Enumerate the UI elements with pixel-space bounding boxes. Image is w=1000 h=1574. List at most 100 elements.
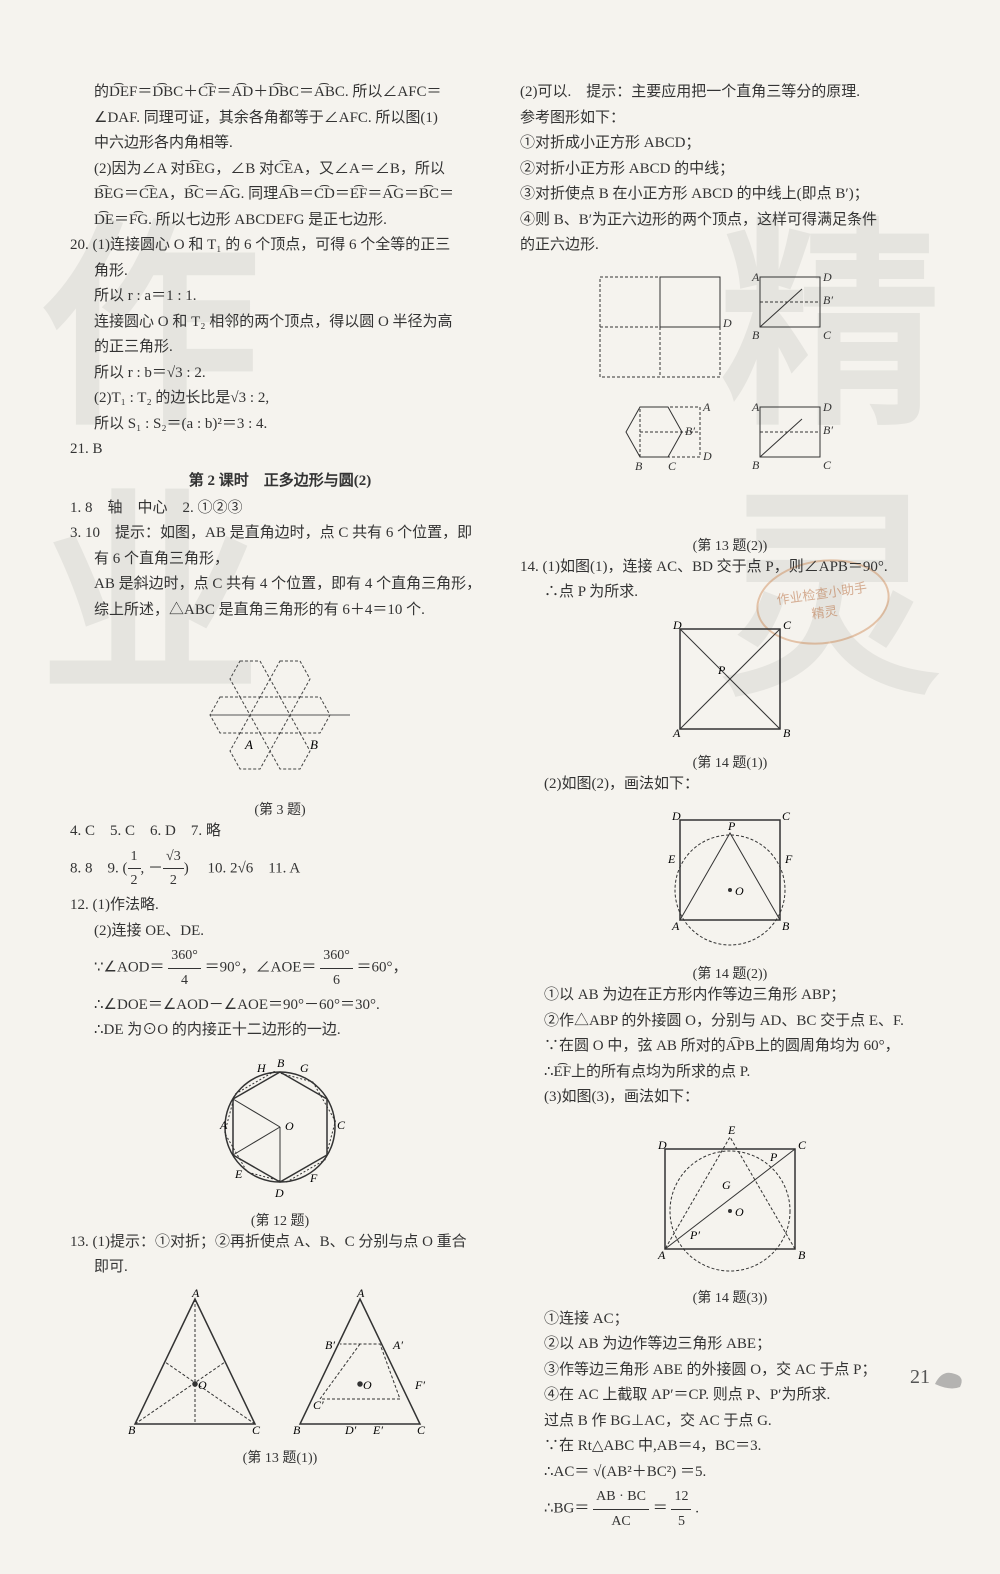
svg-text:O: O	[735, 1205, 744, 1219]
svg-text:P: P	[769, 1150, 778, 1164]
text: 3. 10 提示：如图，AB 是直角边时，点 C 共有 6 个位置，即	[70, 521, 490, 547]
svg-text:B: B	[752, 328, 760, 342]
svg-text:B: B	[293, 1423, 301, 1437]
text: AB 是斜边时，点 C 共有 4 个位置，即有 4 个直角三角形，	[70, 572, 490, 598]
figure-caption: (第 14 题(1))	[520, 752, 940, 772]
text: ①对折成小正方形 ABCD；	[520, 131, 940, 157]
svg-text:C: C	[417, 1423, 426, 1437]
figure-14-2: D C A B P E F O	[520, 805, 940, 955]
figure-caption: (第 14 题(2))	[520, 963, 940, 983]
svg-text:D: D	[671, 809, 681, 823]
svg-text:B: B	[128, 1423, 136, 1437]
text: 的正六边形.	[520, 233, 940, 259]
text: 13. (1)提示：①对折；②再折使点 A、B、C 分别与点 O 重合	[70, 1230, 490, 1256]
text: 所以 r : a＝1 : 1.	[70, 284, 490, 310]
text: ∴DE 为⊙O 的内接正十二边形的一边.	[70, 1018, 490, 1044]
text: 12. (1)作法略.	[70, 893, 490, 919]
text: (2)可以. 提示：主要应用把一个直角三等分的原理.	[520, 80, 940, 106]
text: ∴∠DOE＝∠AOD－∠AOE＝90°－60°＝30°.	[70, 993, 490, 1019]
text: (3)如图(3)，画法如下：	[520, 1085, 940, 1111]
figure-caption: (第 3 题)	[70, 799, 490, 819]
svg-text:E: E	[727, 1123, 736, 1137]
figure-caption: (第 12 题)	[70, 1210, 490, 1230]
figure-3: A B	[70, 631, 490, 791]
text: 14. (1)如图(1)，连接 AC、BD 交于点 P，则∠APB＝90°.	[520, 555, 940, 581]
text: (2)T₁ : T₂ 的边长比是√3 : 2,	[70, 386, 490, 412]
svg-text:D: D	[722, 316, 732, 330]
figure-13-1: A B C O A B C A′ B′ C′ D′ E′	[70, 1289, 490, 1439]
text: ∴BG＝ AB · BCAC ＝ 125 .	[520, 1485, 940, 1534]
svg-text:C: C	[337, 1118, 346, 1132]
svg-text:P: P	[717, 663, 726, 677]
text: 21. B	[70, 437, 490, 463]
svg-text:O: O	[285, 1119, 294, 1133]
svg-text:B′: B′	[325, 1338, 335, 1352]
text: ②对折小正方形 ABCD 的中线；	[520, 157, 940, 183]
svg-text:B: B	[798, 1248, 806, 1262]
text: ∵∠AOD＝ 360°4 ＝90°，∠AOE＝ 360°6 ＝60°，	[70, 944, 490, 993]
svg-text:A: A	[219, 1118, 228, 1132]
svg-text:P: P	[727, 819, 736, 833]
text: ④则 B、B′为正六边形的两个顶点，这样可得满足条件	[520, 208, 940, 234]
text: 的正三角形.	[70, 335, 490, 361]
text: 角形.	[70, 259, 490, 285]
svg-text:G: G	[722, 1178, 731, 1192]
svg-text:D: D	[822, 270, 832, 284]
text: ①连接 AC；	[520, 1307, 940, 1333]
text: 即可.	[70, 1255, 490, 1281]
figure-14-3: D C A B E P P′ G O	[520, 1119, 940, 1279]
text: (2)因为∠A 对B͡EG，∠B 对C͡EA，又∠A＝∠B，所以	[70, 157, 490, 183]
text: .	[695, 1501, 699, 1517]
text: ＝60°，	[357, 960, 408, 976]
svg-text:A: A	[751, 400, 760, 414]
svg-text:B: B	[783, 726, 791, 740]
figure-13-2: D A D B′ B C A	[520, 267, 940, 527]
text: ∠DAF. 同理可证，其余各角都等于∠AFC. 所以图(1)	[70, 106, 490, 132]
text: ∵在圆 O 中，弦 AB 所对的A͡PB上的圆周角均为 60°，	[520, 1034, 940, 1060]
svg-text:E: E	[667, 852, 676, 866]
text: D͡E＝F͡G. 所以七边形 ABCDEFG 是正七边形.	[70, 208, 490, 234]
text: 中六边形各内角相等.	[70, 131, 490, 157]
svg-text:G: G	[300, 1061, 309, 1075]
svg-text:F: F	[309, 1171, 318, 1185]
svg-text:F: F	[784, 852, 793, 866]
svg-text:A: A	[244, 737, 253, 752]
figure-caption: (第 14 题(3))	[520, 1287, 940, 1307]
text: 连接圆心 O 和 T₂ 相邻的两个顶点，得以圆 O 半径为高	[70, 310, 490, 336]
svg-text:D′: D′	[344, 1423, 357, 1437]
svg-text:E′: E′	[372, 1423, 383, 1437]
figure-caption: (第 13 题(2))	[520, 535, 940, 555]
right-column: (2)可以. 提示：主要应用把一个直角三等分的原理. 参考图形如下： ①对折成小…	[520, 80, 940, 1534]
text: ①以 AB 为边在正方形内作等边三角形 ABP；	[520, 983, 940, 1009]
text: ∴E͡F上的所有点均为所求的点 P.	[520, 1060, 940, 1086]
svg-text:B′: B′	[823, 423, 833, 437]
text: 8. 8 9. (12, －√32) 10. 2√6 11. A	[70, 845, 490, 894]
svg-text:D: D	[702, 449, 712, 463]
text: ∴点 P 为所求.	[520, 580, 940, 606]
text: ②作△ABP 的外接圆 O，分别与 AD、BC 交于点 E、F.	[520, 1009, 940, 1035]
text: 10. 2√6 11. A	[192, 860, 300, 876]
svg-text:C: C	[798, 1138, 807, 1152]
text: ③对折使点 B 在小正方形 ABCD 的中线上(即点 B′)；	[520, 182, 940, 208]
svg-text:C: C	[823, 458, 832, 472]
svg-text:O: O	[735, 884, 744, 898]
svg-text:D: D	[822, 400, 832, 414]
svg-text:D: D	[672, 618, 682, 632]
figure-12: O A C B H G E D F	[70, 1052, 490, 1202]
svg-text:A: A	[751, 270, 760, 284]
svg-text:B: B	[310, 737, 318, 752]
text: 所以 S₁ : S₂＝(a : b)²＝3 : 4.	[70, 412, 490, 438]
text: ∴BG＝	[544, 1501, 589, 1517]
text: 20. (1)连接圆心 O 和 T₁ 的 6 个顶点，可得 6 个全等的正三	[70, 233, 490, 259]
text: 参考图形如下：	[520, 106, 940, 132]
svg-text:A: A	[356, 1289, 365, 1300]
svg-text:H: H	[256, 1061, 267, 1075]
svg-text:B: B	[635, 459, 643, 473]
svg-text:A: A	[672, 726, 681, 740]
svg-text:C: C	[668, 459, 677, 473]
text: (2)如图(2)，画法如下：	[520, 772, 940, 798]
svg-text:B: B	[782, 919, 790, 933]
text: ＝	[653, 1501, 668, 1517]
text: ∵在 Rt△ABC 中,AB＝4，BC＝3.	[520, 1434, 940, 1460]
text: 1. 8 轴 中心 2. ①②③	[70, 496, 490, 522]
